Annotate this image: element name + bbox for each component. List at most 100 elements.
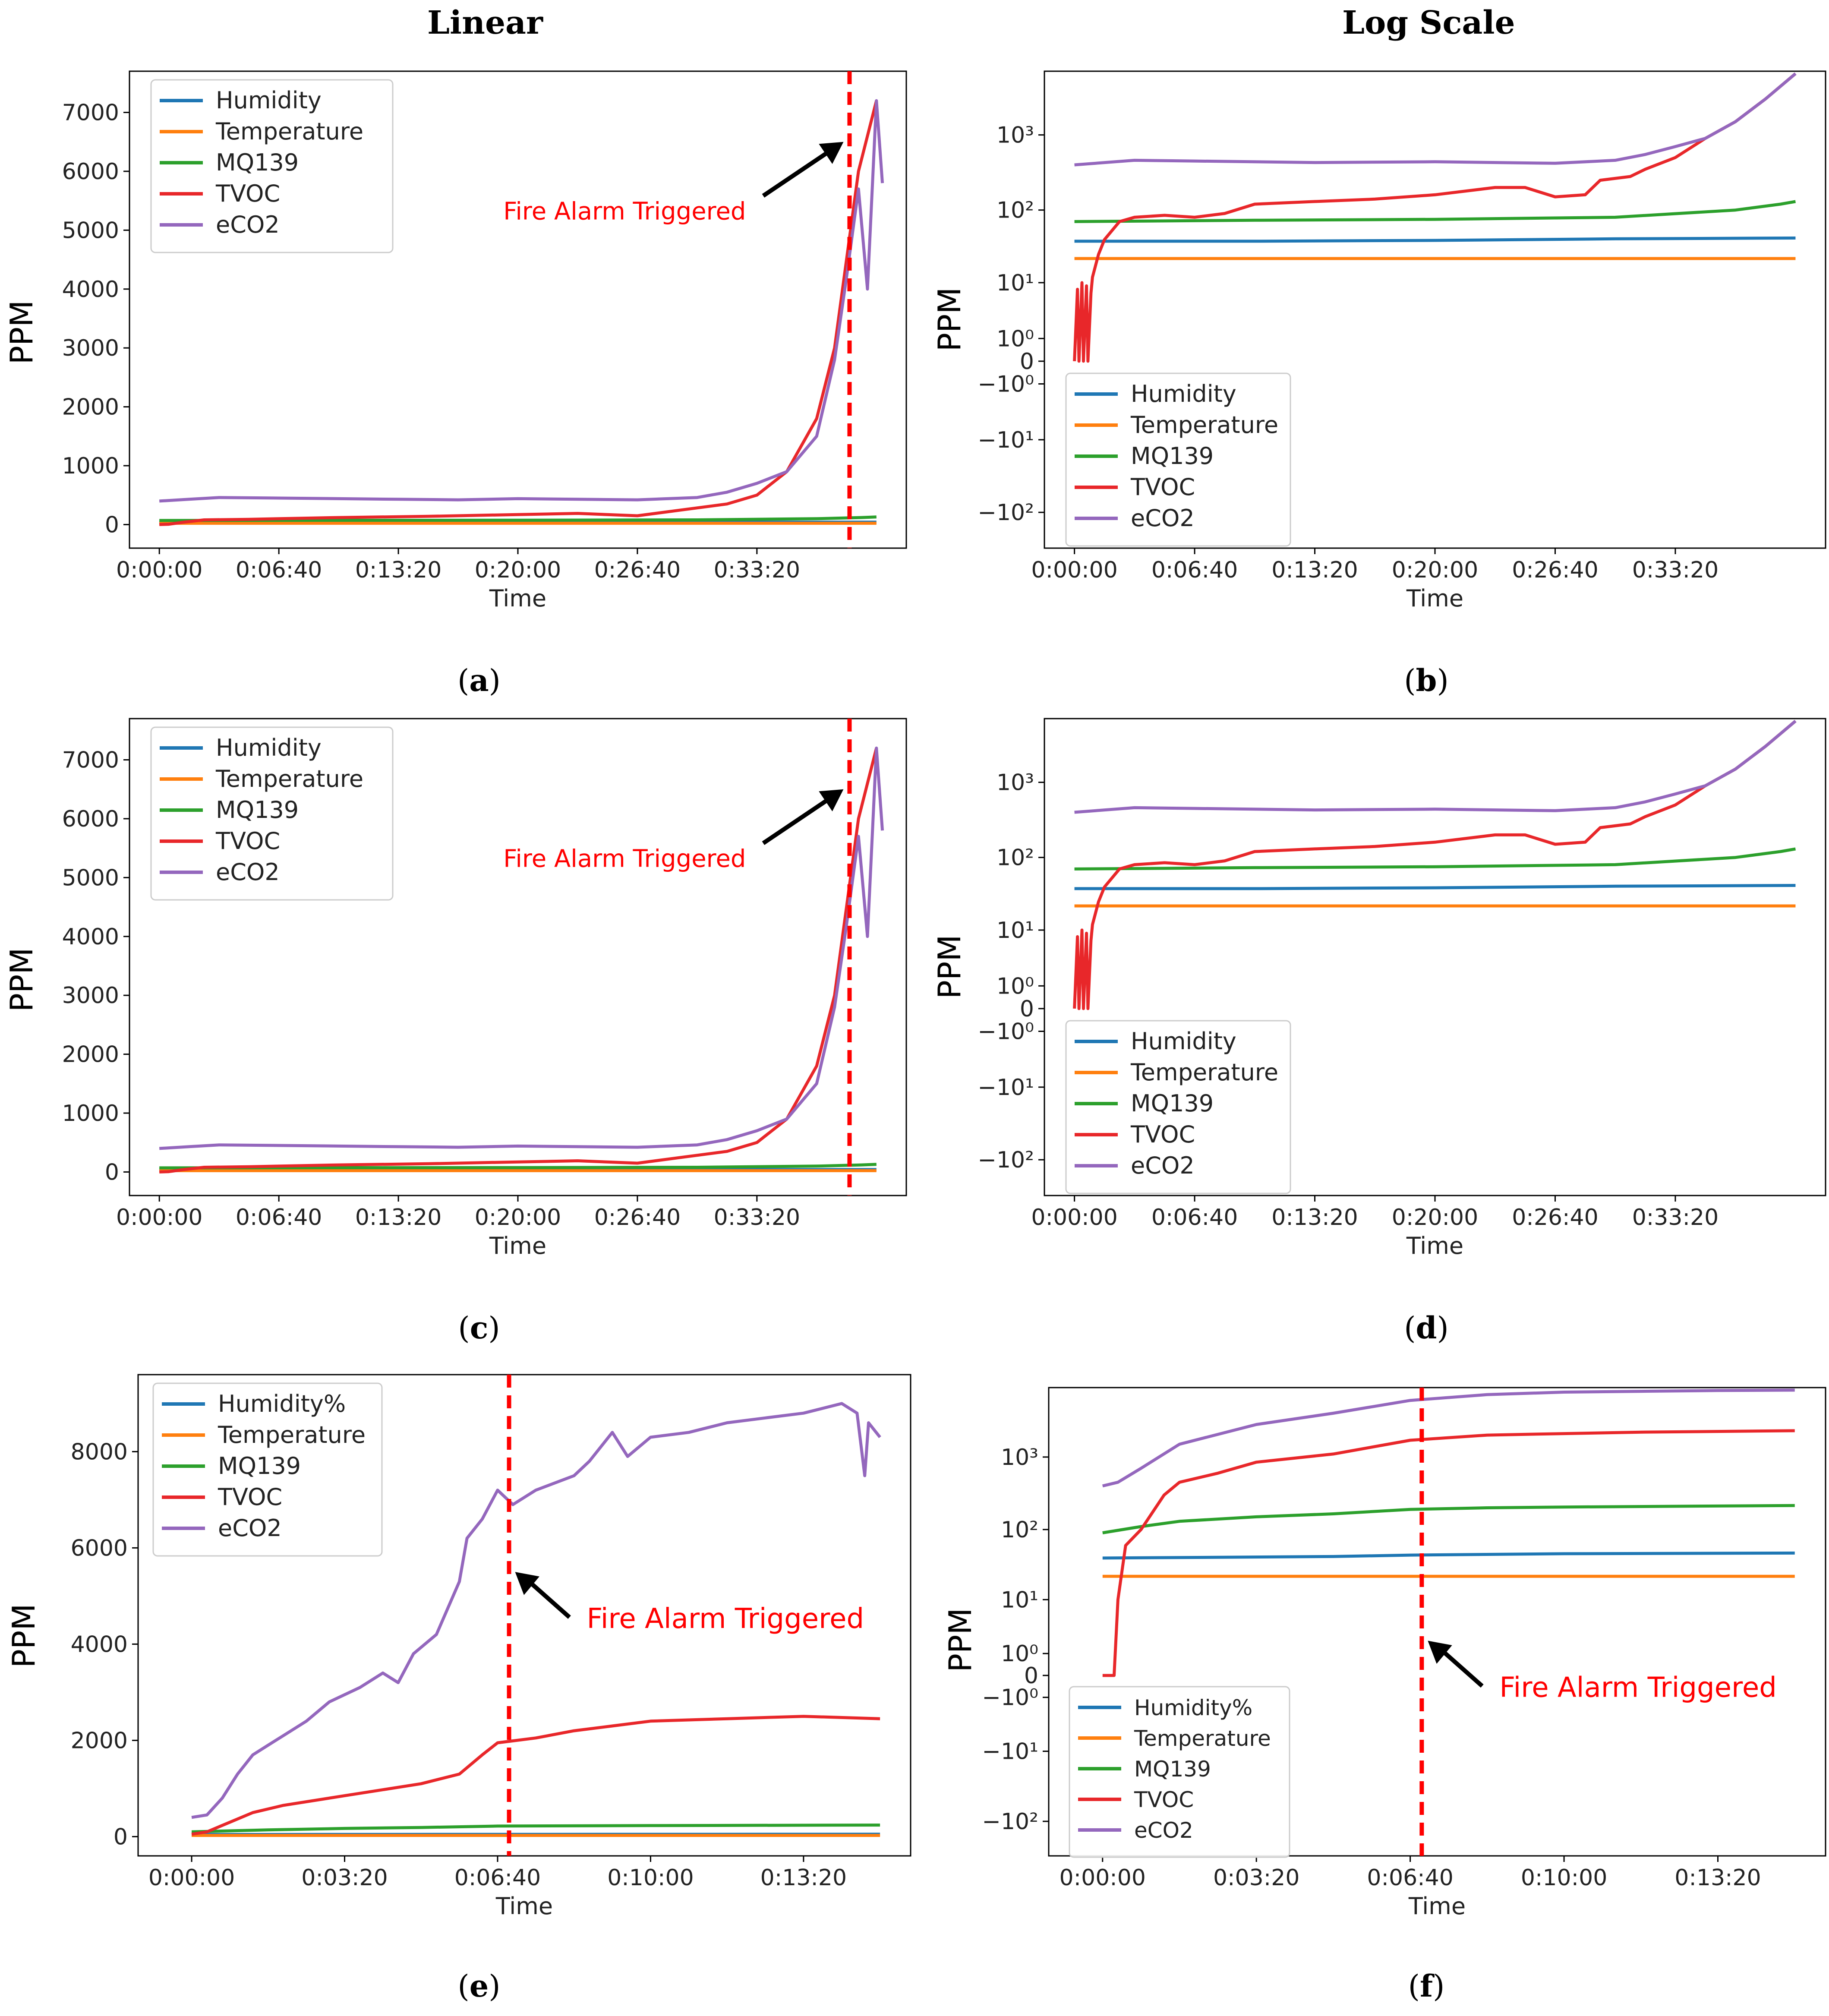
series-line-eco2 (1102, 1388, 1795, 1488)
x-tick-label: 0:06:40 (236, 1205, 322, 1230)
legend-label: Humidity (1131, 1028, 1236, 1055)
x-tick-label: 0:20:00 (475, 557, 561, 583)
chart-panel-d: 0:00:00 0:06:40 0:13:20 0:20:00 0:26:40 0:33:… (931, 718, 1826, 1259)
series-line-humidity- (1102, 1551, 1795, 1560)
legend-label: MQ139 (216, 796, 299, 823)
y-axis-label: PPM (3, 300, 40, 365)
caption-d: (d) (1404, 1310, 1449, 1346)
y-tick-label: 5000 (62, 865, 119, 891)
x-axis-label: Time (1408, 1893, 1466, 1920)
y-tick-label: 6000 (71, 1535, 128, 1561)
x-tick-label: 0:10:00 (607, 1865, 694, 1891)
x-tick-label: 0:10:00 (1521, 1865, 1607, 1891)
x-tick-label: 0:13:20 (1271, 557, 1358, 583)
x-tick-label: 0:03:20 (1213, 1865, 1299, 1891)
series-line-eco2 (1074, 72, 1797, 167)
y-axis-label: PPM (3, 948, 40, 1012)
legend-label: Humidity (216, 87, 322, 114)
legend-label: eCO2 (216, 211, 280, 238)
y-tick-label: 10³ (996, 770, 1034, 796)
x-tick-label: 0:06:40 (1151, 557, 1238, 583)
caption-c: (c) (458, 1310, 500, 1346)
x-tick-label: 0:00:00 (1031, 557, 1117, 583)
y-tick-label: 7000 (62, 747, 119, 773)
y-axis-label: PPM (931, 935, 968, 999)
y-tick-label: −10¹ (982, 1739, 1038, 1765)
legend-box (1065, 372, 1291, 547)
y-tick-label: −10¹ (978, 427, 1034, 453)
y-tick-label: 6000 (62, 159, 119, 185)
legend-label: TVOC (215, 827, 280, 855)
series-line-mq139 (192, 1824, 880, 1833)
chart-panel-f: 0:00:00 0:03:20 0:06:40 0:10:00 0:13:20 10³ 10… (942, 1387, 1826, 1920)
series-line-mq139 (159, 1163, 877, 1170)
x-axis-label: Time (489, 1232, 546, 1259)
y-tick-label: −10¹ (978, 1075, 1034, 1101)
y-tick-label: −10⁰ (978, 372, 1034, 398)
x-tick-label: 0:33:20 (714, 1205, 800, 1230)
y-axis-label: PPM (6, 1604, 42, 1668)
y-tick-label: 0 (1020, 996, 1034, 1022)
y-tick-label: −10² (982, 1809, 1038, 1835)
y-tick-label: −10⁰ (978, 1019, 1034, 1045)
y-tick-label: 4000 (62, 277, 119, 303)
y-tick-label: 7000 (62, 100, 119, 126)
annotation-arrowhead (819, 142, 844, 164)
y-tick-label: −10⁰ (982, 1685, 1038, 1711)
series-line-tvoc (1073, 72, 1797, 363)
legend-box (1069, 1686, 1290, 1858)
annotation-arrow (527, 1579, 571, 1619)
annotation-arrowhead (819, 789, 844, 811)
x-tick-label: 0:06:40 (1151, 1205, 1238, 1230)
y-tick-label: 2000 (71, 1728, 128, 1754)
x-axis-label: Time (495, 1893, 553, 1920)
annotation-arrow (762, 796, 832, 845)
x-tick-label: 0:06:40 (1367, 1865, 1453, 1891)
fire-alarm-annotation: Fire Alarm Triggered (587, 1603, 864, 1635)
legend-label: TVOC (1134, 1787, 1194, 1812)
x-tick-label: 0:00:00 (116, 1205, 202, 1230)
legend-label: MQ139 (1131, 442, 1214, 470)
annotation-arrow (1439, 1647, 1484, 1688)
caption-e: (e) (457, 1968, 501, 2004)
x-tick-label: 0:13:20 (1674, 1865, 1761, 1891)
legend-label: Temperature (215, 765, 363, 792)
legend-label: eCO2 (1131, 1152, 1195, 1179)
series-line-humidity (1074, 884, 1796, 890)
y-tick-label: 10¹ (996, 918, 1034, 943)
x-tick-label: 0:13:20 (1271, 1205, 1358, 1230)
y-tick-label: 10² (996, 198, 1034, 224)
chart-panel-b: 0:00:00 0:06:40 0:13:20 0:20:00 0:26:40 0:33:… (931, 70, 1826, 612)
x-tick-label: 0:06:40 (236, 557, 322, 583)
x-axis-label: Time (1406, 585, 1463, 612)
series-line-eco2 (191, 1402, 881, 1819)
legend-label: eCO2 (1134, 1818, 1193, 1843)
y-tick-label: 2000 (62, 1042, 119, 1068)
series-line-eco2 (1074, 719, 1797, 814)
caption-a: (a) (457, 663, 501, 698)
y-tick-label: 10² (1001, 1517, 1038, 1543)
y-tick-label: 3000 (62, 983, 119, 1009)
series-line-tvoc (159, 100, 878, 526)
x-tick-label: 0:26:40 (1512, 557, 1598, 583)
x-tick-label: 0:13:20 (355, 1205, 441, 1230)
y-tick-label: 1000 (62, 1101, 119, 1126)
legend-label: MQ139 (216, 149, 299, 176)
legend-label: TVOC (1130, 473, 1195, 501)
series-line-eco2 (159, 746, 884, 1150)
y-tick-label: 6000 (62, 806, 119, 832)
chart-panel-e: 0:00:00 0:03:20 0:06:40 0:10:00 0:13:20 0 2000… (6, 1374, 911, 1920)
legend-box (150, 79, 394, 253)
legend-label: MQ139 (1134, 1757, 1211, 1782)
y-tick-label: −10² (978, 500, 1034, 526)
legend-label: Humidity% (1134, 1695, 1252, 1720)
legend-label: TVOC (1130, 1121, 1195, 1148)
series-line-mq139 (1074, 847, 1796, 871)
y-tick-label: 3000 (62, 335, 119, 361)
y-tick-label: 0 (105, 512, 119, 538)
legend-label: Temperature (215, 118, 363, 145)
x-tick-label: 0:26:40 (594, 1205, 681, 1230)
x-axis-label: Time (489, 585, 546, 612)
chart-panel-a: 0:00:00 0:06:40 0:13:20 0:20:00 0:26:40 0:33:… (3, 70, 907, 612)
x-tick-label: 0:00:00 (1060, 1865, 1146, 1891)
